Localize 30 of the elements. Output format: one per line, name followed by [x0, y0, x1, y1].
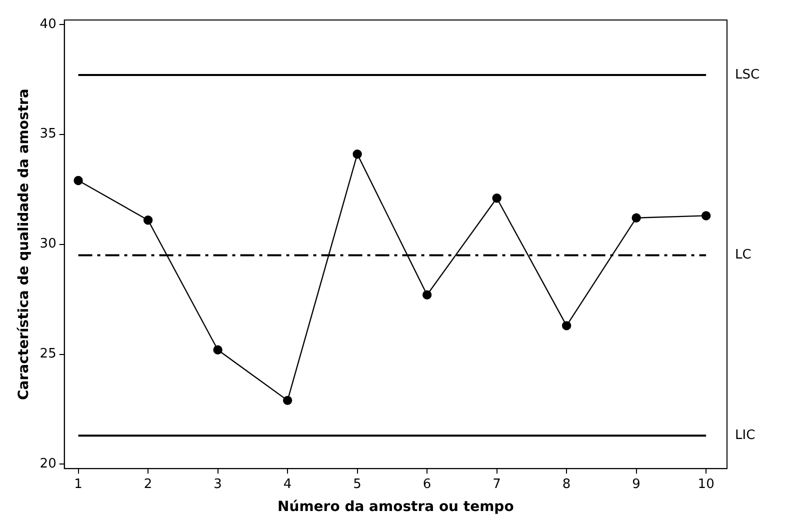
point: [352, 150, 362, 159]
x-tick-label: 6: [422, 476, 432, 492]
ref-line-label: LC: [735, 248, 752, 263]
point: [422, 290, 432, 300]
point: [492, 194, 502, 203]
x-axis-title: Número da amostra ou tempo: [278, 499, 514, 516]
y-axis-title: Característica de qualidade da amostra: [16, 88, 32, 400]
x-tick-label: 10: [698, 476, 714, 492]
ref-line-label: LSC: [735, 67, 760, 82]
y-tick-label: 40: [40, 16, 56, 32]
point: [632, 213, 641, 223]
point: [562, 321, 572, 330]
x-tick-label: 9: [632, 476, 640, 492]
point: [143, 216, 153, 225]
x-tick-label: 1: [74, 476, 82, 492]
x-tick-label: 3: [214, 476, 222, 492]
y-tick-label: 35: [40, 126, 56, 142]
x-tick-label: 7: [492, 476, 501, 492]
y-tick-label: 30: [40, 236, 56, 252]
x-tick-label: 4: [283, 476, 292, 492]
y-tick-label: 25: [40, 346, 56, 362]
y-tick-label: 20: [40, 456, 56, 472]
x-tick-label: 5: [353, 476, 362, 492]
ref-line-label: LIC: [735, 428, 756, 443]
point: [74, 176, 83, 186]
x-tick-label: 8: [562, 476, 571, 492]
x-tick-label: 2: [144, 476, 152, 492]
point: [701, 211, 711, 220]
point: [282, 396, 292, 406]
point: [213, 345, 222, 354]
